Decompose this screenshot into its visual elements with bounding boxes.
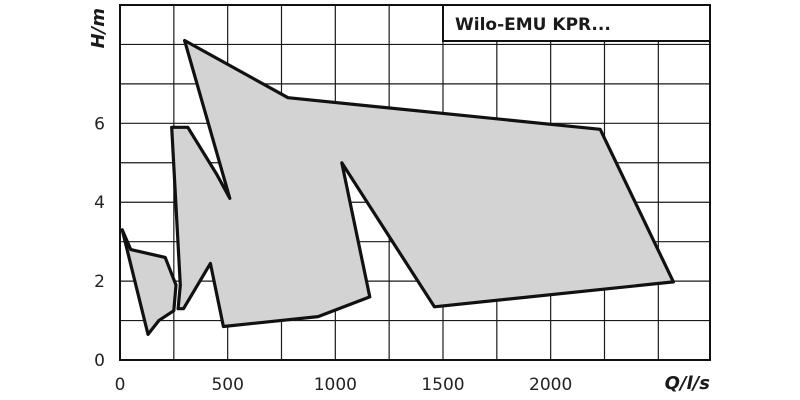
- plot-frame: [119, 4, 711, 361]
- y-tick-label: 0: [94, 351, 105, 371]
- x-axis-label: Q/l/s: [665, 373, 711, 394]
- title-box: Wilo-EMU KPR...: [442, 4, 711, 42]
- x-tick-label: 2000: [529, 375, 572, 395]
- x-tick-label: 0: [115, 375, 126, 395]
- y-axis-label: H/m: [88, 8, 109, 48]
- title-box-frame: [442, 4, 711, 42]
- x-tick-label: 500: [211, 375, 243, 395]
- y-tick-label: 6: [94, 114, 105, 134]
- x-tick-label: 1500: [421, 375, 464, 395]
- y-tick-label: 4: [94, 193, 105, 213]
- area-polygon-2: [120, 228, 178, 336]
- x-tick-labels: 0 500 1000 1500 2000: [115, 375, 573, 395]
- area-polygon-1: [170, 38, 676, 329]
- y-tick-label: 2: [94, 272, 105, 292]
- y-tick-labels: 0 2 4 6: [94, 114, 105, 371]
- chart-title: Wilo-EMU KPR...: [455, 15, 611, 35]
- area-series: [120, 38, 676, 336]
- x-tick-label: 1000: [314, 375, 357, 395]
